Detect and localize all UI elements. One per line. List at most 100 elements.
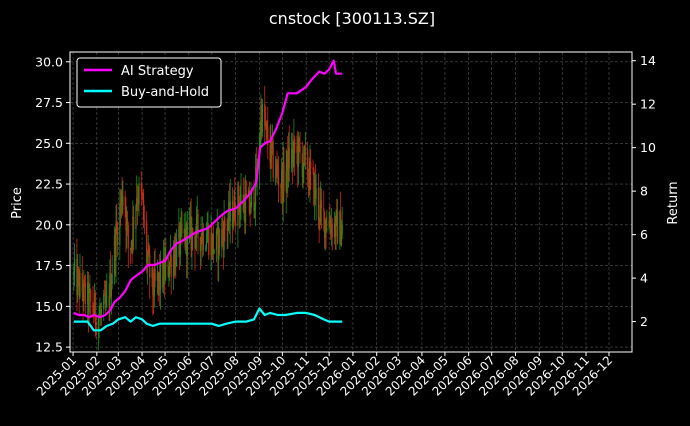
- candle-body: [143, 219, 145, 222]
- y-tick-label-left: 12.5: [35, 340, 63, 355]
- candle-body: [319, 204, 321, 221]
- candle-body: [201, 236, 203, 243]
- candle-body: [175, 238, 178, 266]
- candle-body: [152, 267, 154, 295]
- candle-body: [271, 138, 273, 149]
- candle-body: [303, 147, 305, 168]
- candle-body: [154, 268, 156, 281]
- candle-body: [227, 222, 229, 231]
- candle-body: [205, 241, 208, 249]
- candle-body: [243, 200, 245, 211]
- candle-body: [111, 274, 113, 284]
- candle-body: [309, 161, 311, 191]
- candle-body: [74, 258, 76, 271]
- candle-body: [291, 149, 293, 163]
- candle-body: [213, 250, 215, 254]
- candle-body: [281, 169, 283, 204]
- candle-body: [288, 147, 290, 168]
- series-line-buy-and-hold: [73, 307, 343, 332]
- candle-body: [158, 272, 160, 281]
- candle-body: [323, 211, 326, 239]
- candle-body: [287, 147, 290, 180]
- candle-body: [136, 197, 138, 207]
- candle-body: [317, 187, 320, 218]
- candle-body: [254, 205, 256, 211]
- candle-body: [232, 219, 234, 228]
- candle-body: [189, 216, 191, 224]
- candle-body: [137, 203, 139, 205]
- candle-body: [106, 296, 108, 297]
- candle-body: [334, 222, 336, 237]
- candle-body: [83, 279, 86, 283]
- candle-body: [179, 226, 181, 255]
- candle-body: [156, 273, 159, 281]
- candle-body: [76, 258, 78, 296]
- candle-body: [212, 233, 214, 254]
- candle-body: [297, 137, 300, 168]
- candle-body: [297, 146, 299, 168]
- legend: AI Strategy Buy-and-Hold: [76, 57, 222, 108]
- candle-body: [323, 208, 325, 212]
- candle-body: [199, 237, 201, 251]
- candle-body: [266, 122, 268, 128]
- candle-body: [99, 313, 101, 318]
- candle-body: [174, 246, 176, 269]
- candle-body: [164, 263, 166, 280]
- candle-body: [290, 149, 293, 168]
- candle-body: [238, 205, 241, 213]
- candle-body: [286, 151, 288, 172]
- candle-body: [202, 229, 204, 243]
- candle-body: [167, 256, 169, 276]
- candle-body: [100, 309, 103, 315]
- candle-body: [87, 281, 90, 313]
- y-tick-label-left: 30.0: [35, 54, 63, 69]
- candle-body: [142, 193, 144, 200]
- candle-body: [282, 162, 284, 204]
- candle-body: [304, 147, 306, 152]
- candle-body: [103, 294, 105, 310]
- candle-body: [328, 220, 330, 230]
- candle-body: [130, 242, 132, 251]
- candle-body: [148, 248, 150, 255]
- candle-body: [202, 229, 205, 250]
- candle-body: [301, 153, 303, 178]
- candle-body: [113, 235, 116, 275]
- candle-body: [261, 104, 264, 133]
- candle-body: [116, 223, 118, 228]
- candle-body: [211, 233, 213, 254]
- candle-body: [151, 267, 153, 278]
- candle-body: [269, 144, 271, 163]
- candle-body: [228, 202, 231, 222]
- candle-body: [183, 229, 185, 234]
- candle-body: [120, 204, 122, 206]
- candle-body: [108, 296, 110, 306]
- candle-body: [261, 105, 263, 133]
- candle-body: [307, 178, 310, 180]
- candle-body: [333, 222, 336, 238]
- candle-body: [82, 292, 84, 302]
- candle-body: [152, 294, 155, 298]
- candle-body: [168, 273, 170, 276]
- candle-body: [147, 248, 149, 258]
- candle-body: [312, 167, 314, 170]
- y-tick-label-left: 27.5: [35, 95, 63, 110]
- legend-label-ai-strategy: AI Strategy: [121, 64, 194, 79]
- candle-body: [216, 227, 218, 231]
- candle-body: [336, 211, 339, 244]
- candle-body: [302, 167, 304, 178]
- candle-body: [87, 281, 89, 304]
- candle-body: [195, 236, 197, 249]
- candle-body: [272, 141, 274, 178]
- candle-body: [88, 290, 90, 313]
- candle-body: [253, 188, 255, 211]
- chart-title: cnstock [300113.SZ]: [269, 9, 435, 28]
- y-axis-label-right: Return: [666, 181, 681, 224]
- candle-body: [285, 171, 287, 192]
- candle-body: [114, 235, 116, 261]
- candle-body: [89, 290, 91, 292]
- candle-body: [275, 164, 277, 177]
- candle-body: [218, 230, 220, 260]
- y-tick-label-right: 6: [640, 227, 648, 242]
- candle-body: [162, 258, 165, 288]
- candle-body: [173, 254, 175, 269]
